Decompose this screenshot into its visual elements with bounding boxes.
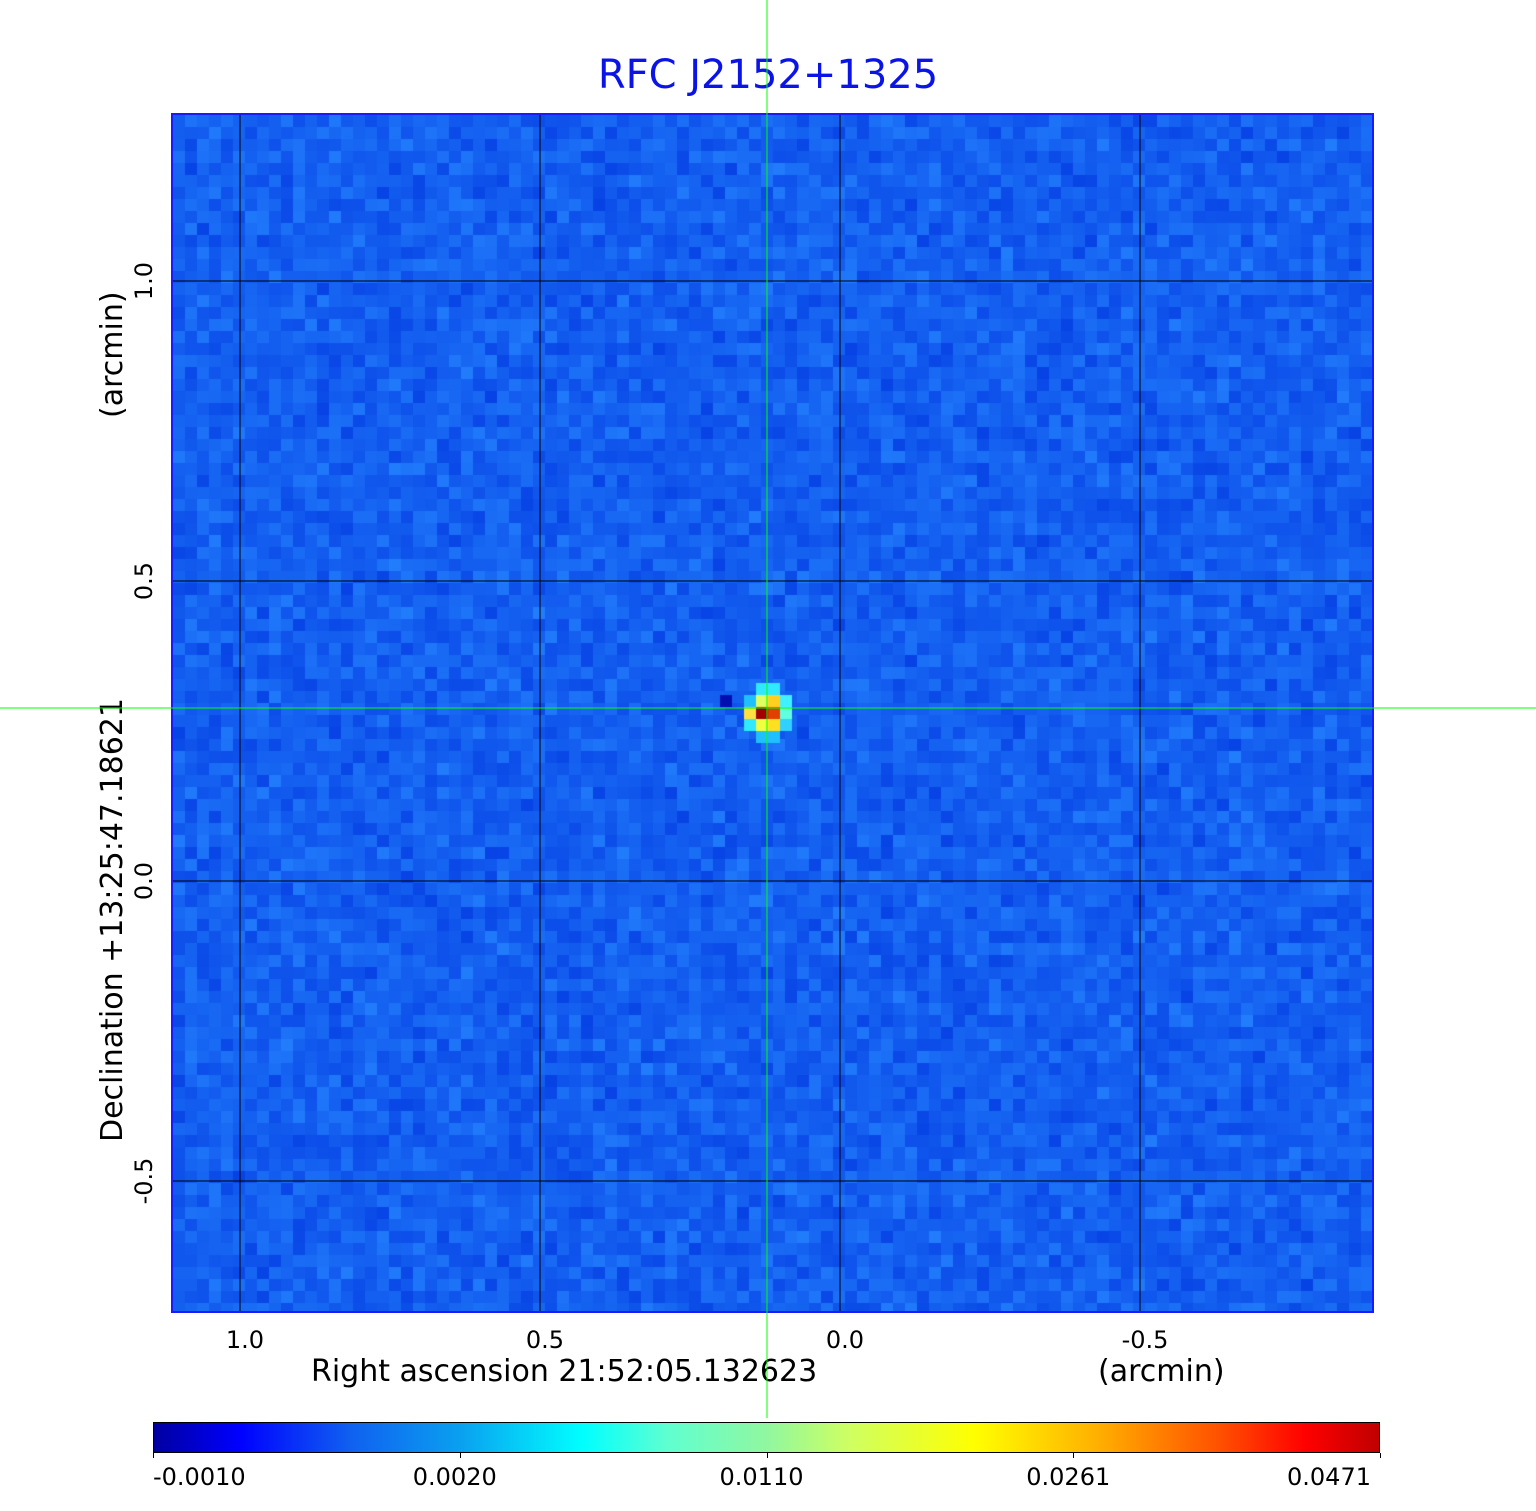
colorbar-tick-label: -0.0010 — [153, 1463, 246, 1491]
colorbar-tick — [1073, 1453, 1075, 1458]
colorbar — [153, 1422, 1380, 1453]
y-tick-label: 0.0 — [130, 861, 158, 901]
y-tick-label: 1.0 — [130, 261, 158, 301]
image-pixels — [173, 115, 1372, 1311]
x-tick-label: -0.5 — [1121, 1326, 1169, 1354]
colorbar-tick-label: 0.0110 — [719, 1463, 804, 1491]
colorbar-tick — [1380, 1453, 1381, 1458]
image-plot-area[interactable] — [171, 113, 1374, 1313]
colorbar-tick-label: 0.0471 — [1287, 1463, 1371, 1491]
colorbar-tick — [766, 1453, 768, 1458]
y-axis-label: Declination +13:25:47.18621 — [95, 698, 130, 1142]
colorbar-tick — [153, 1453, 154, 1458]
grid-lines — [173, 115, 1372, 1311]
chart-title: RFC J2152+1325 — [597, 52, 939, 98]
x-tick-label: 0.5 — [525, 1326, 565, 1354]
x-axis-unit: (arcmin) — [1098, 1354, 1225, 1389]
colorbar-tick-label: 0.0261 — [1026, 1463, 1111, 1491]
x-axis-label: Right ascension 21:52:05.132623 — [311, 1354, 818, 1389]
x-tick-label: 0.0 — [825, 1326, 865, 1354]
y-tick-label: 0.5 — [130, 561, 158, 601]
y-tick-label: -0.5 — [130, 1157, 158, 1205]
x-tick-label: 1.0 — [225, 1326, 265, 1354]
y-axis-unit: (arcmin) — [95, 291, 130, 418]
colorbar-tick-label: 0.0020 — [412, 1463, 497, 1491]
colorbar-tick — [459, 1453, 461, 1458]
